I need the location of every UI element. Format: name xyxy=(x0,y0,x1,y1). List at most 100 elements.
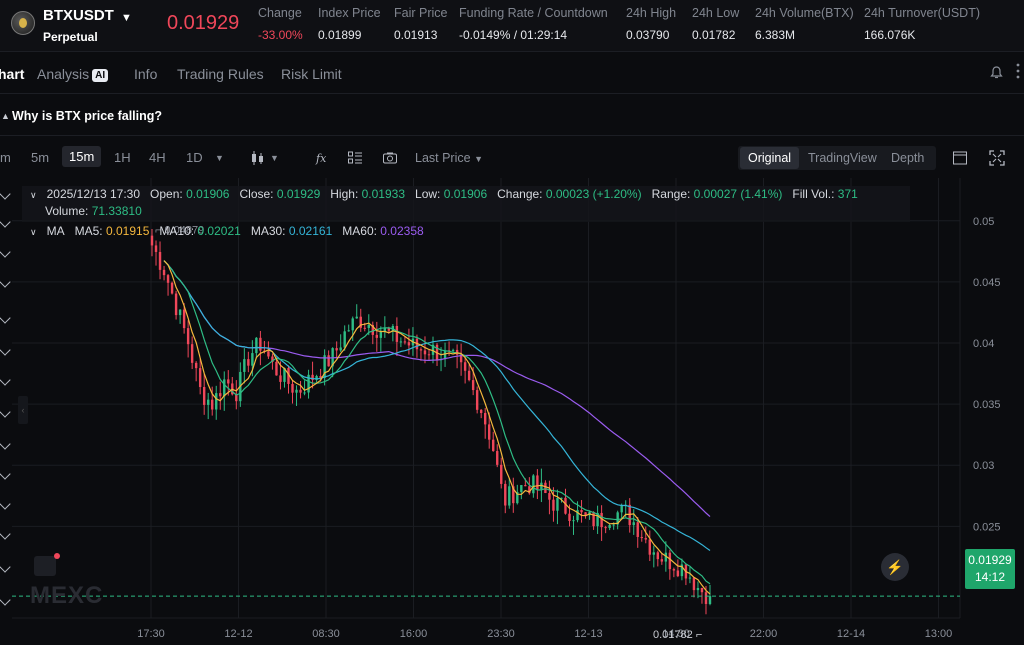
timeframe-option[interactable]: 1D xyxy=(186,150,203,165)
tab-info[interactable]: Info xyxy=(134,66,158,82)
candle-body xyxy=(311,374,314,381)
current-price-tag: 0.01929 14:12 xyxy=(965,549,1015,589)
drawing-toolbar xyxy=(0,178,12,618)
tab-chart[interactable]: hart xyxy=(0,66,25,82)
symbol-dropdown-icon[interactable]: ▼ xyxy=(121,12,132,24)
candle-body xyxy=(664,552,668,562)
timeframe-option-active[interactable]: 15m xyxy=(62,146,102,167)
candle-body xyxy=(492,439,495,452)
ma-label: MA xyxy=(46,224,65,238)
timeframe-option[interactable]: 4H xyxy=(149,150,166,165)
view-tradingview[interactable]: TradingView xyxy=(808,151,877,165)
collapse-sidebar-handle[interactable]: ‹ xyxy=(18,396,28,424)
drawing-tool-icon[interactable] xyxy=(0,594,11,606)
symbol-name[interactable]: BTXUSDT xyxy=(43,7,114,24)
drawing-tool-icon[interactable] xyxy=(0,498,11,510)
svg-text:fx: fx xyxy=(315,152,327,165)
candle-body xyxy=(275,361,278,376)
drawing-tool-icon[interactable] xyxy=(0,344,11,356)
candle-body xyxy=(568,513,571,522)
chevron-down-icon[interactable]: ∨ xyxy=(30,190,37,200)
question-text: Why is BTX price falling? xyxy=(12,109,163,123)
y-tick-label: 0.045 xyxy=(973,277,1001,289)
candle-body xyxy=(552,499,555,511)
drawing-tool-icon[interactable] xyxy=(0,438,11,450)
bell-icon[interactable] xyxy=(990,66,1003,79)
candle-body xyxy=(520,485,523,493)
candle-body xyxy=(423,350,427,355)
candle-countdown: 14:12 xyxy=(974,570,1006,584)
ma60-line xyxy=(163,260,711,518)
price-chart[interactable]: 0.05 0.045 0.04 0.035 0.03 0.025 17:30 12-12 08:… xyxy=(12,178,1024,645)
stat-funding-rate[interactable]: Funding Rate / Countdown -0.0149% / 01:2… xyxy=(459,6,608,42)
candle-body xyxy=(375,334,379,338)
timeframe-dropdown-icon[interactable]: ▼ xyxy=(215,153,224,163)
candle-body xyxy=(335,348,338,351)
stat-24h-low: 24h Low 0.01782 xyxy=(692,6,739,42)
last-price: 0.01929 xyxy=(167,12,240,34)
candle-body xyxy=(343,331,346,348)
calendar-icon[interactable] xyxy=(34,556,56,576)
candle-body xyxy=(303,392,306,394)
fullscreen-icon[interactable] xyxy=(989,150,1005,166)
candle-body xyxy=(596,512,599,527)
candle-body xyxy=(660,559,664,562)
ticker-header: BTXUSDT ▼ Perpetual 0.01929 Change -33.0… xyxy=(0,0,1024,52)
candle-body xyxy=(536,475,539,490)
more-icon[interactable] xyxy=(1016,62,1020,80)
camera-icon[interactable] xyxy=(382,150,398,166)
candle-body xyxy=(347,330,350,332)
low-label: Low: xyxy=(415,187,441,201)
question-banner[interactable]: ▲ Why is BTX price falling? xyxy=(0,100,1024,136)
candle-body xyxy=(287,368,290,384)
candle-body xyxy=(190,344,194,363)
candle-body xyxy=(150,235,154,246)
drawing-tool-icon[interactable] xyxy=(0,406,11,418)
drawing-tool-icon[interactable] xyxy=(0,276,11,288)
panel-layout-icon[interactable] xyxy=(952,150,968,166)
timeframe-option[interactable]: m xyxy=(0,150,11,165)
price-source-select[interactable]: Last Price ▼ xyxy=(415,151,483,165)
indicator-fx-icon[interactable]: fx xyxy=(315,150,331,166)
chevron-down-icon[interactable]: ∨ xyxy=(30,227,37,237)
chevron-up-icon: ▲ xyxy=(1,111,10,121)
ma-legend: ∨ MA MA5: 0.01915 MA10: 0.02021 MA30: 0.… xyxy=(30,224,424,238)
timeframe-option[interactable]: 1H xyxy=(114,150,131,165)
drawing-tool-icon[interactable] xyxy=(0,528,11,540)
drawing-tool-icon[interactable] xyxy=(0,374,11,386)
ohlc-row: ∨ 2025/12/13 17:30 Open: 0.01906 Close: … xyxy=(30,187,858,201)
candle-body xyxy=(387,327,391,331)
candle-type-dropdown-icon[interactable]: ▼ xyxy=(270,153,279,163)
candle-body xyxy=(215,393,218,410)
candlestick-chart[interactable]: 0.05 0.045 0.04 0.035 0.03 0.025 17:30 12-12 08:… xyxy=(12,178,1024,645)
drawing-tool-icon[interactable] xyxy=(0,312,11,324)
tab-risk-limit[interactable]: Risk Limit xyxy=(281,66,342,82)
range-value: 0.00027 (1.41%) xyxy=(693,187,783,201)
tab-trading-rules[interactable]: Trading Rules xyxy=(177,66,264,82)
candle-body xyxy=(692,577,696,591)
drawing-tool-icon[interactable] xyxy=(0,188,11,200)
candle-body xyxy=(488,424,491,440)
candle-body xyxy=(620,505,623,513)
drawing-tool-icon[interactable] xyxy=(0,216,11,228)
drawing-tool-icon[interactable] xyxy=(0,468,11,480)
layout-grid-icon[interactable] xyxy=(347,150,363,166)
candle-body xyxy=(291,383,294,393)
tab-analysis[interactable]: Analysis AI xyxy=(37,66,109,82)
candle-body xyxy=(419,349,423,351)
open-value: 0.01906 xyxy=(186,187,230,201)
candle-body xyxy=(211,399,214,410)
x-tick-label: 12-14 xyxy=(837,628,865,640)
lightning-icon[interactable]: ⚡ xyxy=(881,553,909,581)
drawing-tool-icon[interactable] xyxy=(0,561,11,573)
candle-body xyxy=(443,350,447,360)
drawing-tool-icon[interactable] xyxy=(0,246,11,258)
view-original[interactable]: Original xyxy=(740,147,800,169)
volume-value: 71.33810 xyxy=(91,204,142,218)
x-tick-label: 16:00 xyxy=(400,628,428,640)
candle-type-icon[interactable] xyxy=(250,150,266,166)
timeframe-option[interactable]: 5m xyxy=(31,150,50,165)
candle-body xyxy=(283,368,286,382)
low-annotation: 0.01782 ⌐ xyxy=(653,629,702,641)
view-depth[interactable]: Depth xyxy=(891,151,925,165)
